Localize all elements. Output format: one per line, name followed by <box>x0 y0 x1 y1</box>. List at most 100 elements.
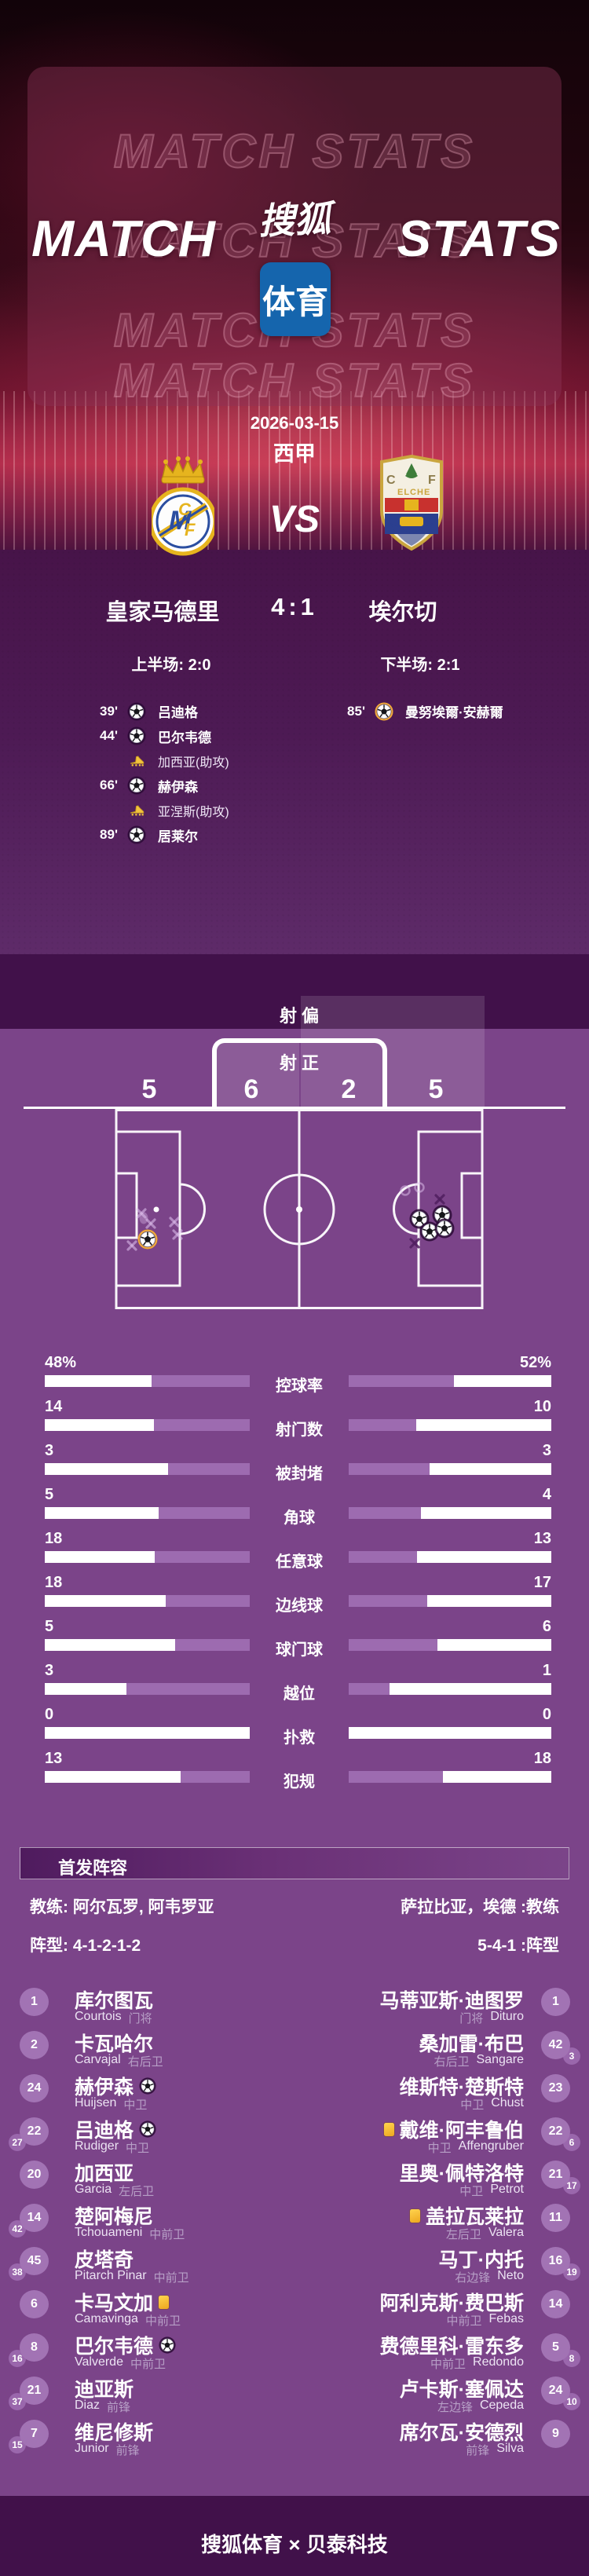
match-date: 2026-03-15 <box>250 413 339 433</box>
player-number-badge: 9 <box>541 2420 570 2448</box>
lineup-row: 45 38 皮塔奇 Pitarch Pinar 中前卫 16 19 马丁·内托 右边锋 Neto <box>0 2239 589 2285</box>
player-name: 马蒂亚斯·迪图罗 <box>379 1990 524 2012</box>
stat-row: 3 1 越位 <box>0 1662 589 1703</box>
player-number-badge: 24 <box>541 2377 570 2405</box>
player-latin-name: Cepeda <box>479 2399 524 2412</box>
player-number-badge: 21 <box>20 2377 49 2405</box>
lineup-row: 22 27 吕迪格 Rudiger 中卫 22 6 戴维·阿丰鲁伯 中卫 Affengruber <box>0 2109 589 2155</box>
player-latin-name: Rudiger <box>75 2139 119 2153</box>
player-position: 中前卫 <box>446 2314 482 2328</box>
lineup-row: 6 卡马文加 Camavinga 中前卫 14 阿利克斯·费巴斯 中前卫 Febas <box>0 2282 589 2328</box>
player-number-badge: 2 <box>20 2031 49 2059</box>
stat-value-home: 3 <box>45 1662 54 1679</box>
soccer-ball-icon <box>375 702 393 721</box>
stat-value-away: 3 <box>542 1442 551 1459</box>
soccer-ball-icon <box>159 2336 176 2354</box>
player-number-badge: 1 <box>20 1988 49 2016</box>
shot-marker-circle <box>414 1182 425 1193</box>
event-minute: 85' <box>347 703 365 719</box>
player-position: 门将 <box>459 2012 484 2025</box>
assist-boot-icon <box>130 756 145 767</box>
stat-value-home: 5 <box>45 1618 54 1635</box>
away-shots-off-count: 5 <box>428 1074 444 1104</box>
shot-map-pitch <box>115 1109 484 1309</box>
goal-frame <box>212 1038 387 1109</box>
stat-row: 5 6 球门球 <box>0 1618 589 1659</box>
player-position: 中卫 <box>460 2098 485 2112</box>
player-name: 维尼修斯 <box>75 2422 154 2444</box>
lineup-section-title: 首发阵容 <box>58 1858 128 1878</box>
player-position: 中前卫 <box>430 2358 466 2371</box>
player-number-badge: 6 <box>20 2290 49 2318</box>
shot-marker-miss_x_dark <box>409 1238 420 1249</box>
league-name: 西甲 <box>273 442 316 466</box>
player-latin-name: Chust <box>491 2096 524 2109</box>
stat-value-away: 0 <box>542 1706 551 1723</box>
player-number-badge: 22 <box>541 2117 570 2146</box>
shot-marker-goal_ringed <box>137 1229 158 1250</box>
stat-label: 控球率 <box>276 1378 323 1395</box>
player-name: 席尔瓦·安德烈 <box>399 2422 524 2444</box>
player-latin-name: Tchouameni <box>75 2226 143 2239</box>
player-name: 吕迪格 <box>75 2115 156 2143</box>
final-score: 4:1 <box>271 593 318 620</box>
stat-bar-away <box>349 1727 551 1739</box>
page-title-match: MATCH <box>31 210 216 267</box>
stat-label: 越位 <box>284 1685 315 1703</box>
vs-label: VS <box>269 499 320 540</box>
player-number-badge: 16 <box>541 2247 570 2275</box>
player-number-badge: 42 <box>541 2031 570 2059</box>
assist-event-row: 亚涅斯(助攻) <box>0 798 294 823</box>
player-number-badge: 24 <box>20 2074 49 2102</box>
stat-label: 犯规 <box>284 1773 315 1791</box>
event-minute: 66' <box>100 778 118 793</box>
event-player-name: 吕迪格 <box>158 705 198 721</box>
lineup-row: 2 卡瓦哈尔 Carvajal 右后卫 42 3 桑加雷·布巴 右后卫 Sangare <box>0 2023 589 2069</box>
player-latin-name: Junior <box>75 2442 109 2455</box>
stat-bar-away <box>349 1683 551 1695</box>
stat-value-home: 48% <box>45 1354 77 1371</box>
goal-event-row: 89' 居莱尔 <box>0 823 294 848</box>
shot-marker-miss_x <box>126 1240 137 1251</box>
player-number-badge: 22 <box>20 2117 49 2146</box>
lineup-row: 24 赫伊森 Huijsen 中卫 23 维斯特·楚斯特 中卫 Chust <box>0 2066 589 2112</box>
player-name: 楚阿梅尼 <box>75 2206 154 2228</box>
stat-value-away: 52% <box>519 1354 551 1371</box>
lineup-row: 14 42 楚阿梅尼 Tchouameni 中前卫 11 盖拉瓦莱拉 左后卫 Valera <box>0 2196 589 2241</box>
shots-off-target-label: 射 偏 <box>221 1002 378 1027</box>
stat-bar-home <box>45 1683 250 1695</box>
lineup-row: 20 加西亚 Garcia 左后卫 21 17 里奥·佩特洛特 中卫 Petrot <box>0 2153 589 2198</box>
stat-value-home: 3 <box>45 1442 54 1459</box>
player-latin-name: Febas <box>488 2312 524 2325</box>
player-latin-name: Camavinga <box>75 2312 138 2325</box>
footer: 搜狐体育 × 贝泰科技 <box>0 2496 589 2576</box>
event-player-name: 亚涅斯(助攻) <box>158 805 229 819</box>
stat-row: 18 17 边线球 <box>0 1574 589 1615</box>
player-number-badge: 20 <box>20 2161 49 2189</box>
stat-row: 0 0 扑救 <box>0 1706 589 1747</box>
player-latin-name: Diaz <box>75 2399 101 2412</box>
player-name: 费德里科·雷东多 <box>379 2336 524 2358</box>
shots-on-target-label: 射 正 <box>221 1049 378 1074</box>
player-position: 中卫 <box>126 2142 150 2155</box>
stat-bar-home <box>45 1419 250 1431</box>
stat-bar-away <box>349 1551 551 1563</box>
stat-value-home: 13 <box>45 1750 63 1767</box>
player-position: 中前卫 <box>149 2228 185 2241</box>
divider-band <box>0 954 589 1029</box>
svg-text:M: M <box>169 506 192 536</box>
stat-label: 球门球 <box>276 1641 323 1659</box>
goal-line <box>24 1107 565 1109</box>
player-position: 门将 <box>128 2012 152 2025</box>
player-position: 右后卫 <box>434 2055 470 2069</box>
player-name: 桑加雷·布巴 <box>419 2033 524 2055</box>
stat-row: 3 3 被封堵 <box>0 1442 589 1483</box>
player-name: 维斯特·楚斯特 <box>399 2077 524 2098</box>
zone-label-text: 射 正 <box>279 1053 320 1073</box>
stat-bar-home <box>45 1507 250 1519</box>
player-name: 赫伊森 <box>75 2072 156 2100</box>
player-name: 盖拉瓦莱拉 <box>409 2201 524 2230</box>
stadium-light-streaks <box>0 391 589 550</box>
soccer-ball-icon <box>137 1229 158 1250</box>
player-name: 库尔图瓦 <box>75 1990 154 2012</box>
